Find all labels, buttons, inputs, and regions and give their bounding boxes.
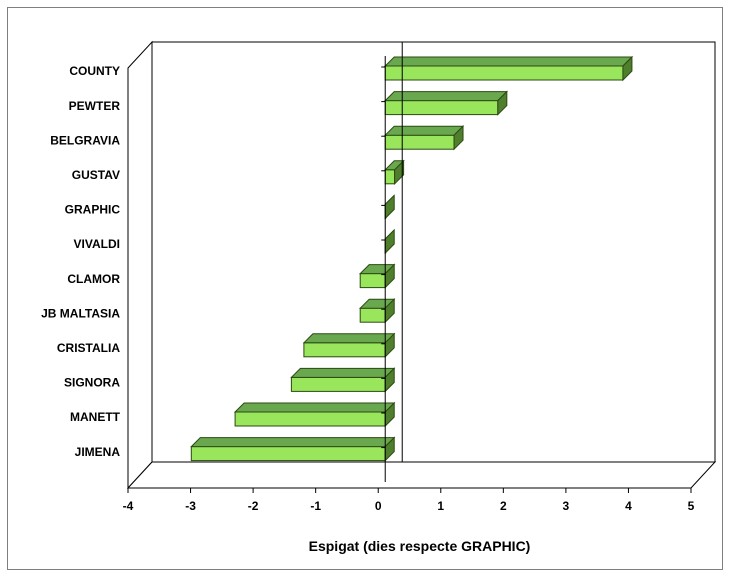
bar xyxy=(381,90,509,116)
bar-side xyxy=(622,55,633,82)
side-wall xyxy=(127,40,153,490)
category-label: MANETT xyxy=(70,410,121,424)
bar-side xyxy=(453,124,464,151)
bar-side xyxy=(497,90,508,116)
x-tick-label: 1 xyxy=(437,499,444,513)
x-axis-title: Espigat (dies respecte GRAPHIC) xyxy=(309,538,531,554)
bar xyxy=(190,436,396,462)
bar-front xyxy=(190,446,386,462)
category-label: CRISTALIA xyxy=(57,341,120,355)
bar xyxy=(358,297,396,324)
x-tick-label: -3 xyxy=(185,499,196,513)
bar-front xyxy=(359,273,386,289)
x-tick-label: 0 xyxy=(375,499,382,513)
bar xyxy=(381,55,634,82)
category-label: PEWTER xyxy=(69,99,121,113)
chart-frame: COUNTY PEWTER BELGRAVIA GUSTAV GRAPHIC VIVALD… xyxy=(7,7,723,570)
category-label: CLAMOR xyxy=(67,272,120,286)
bar-top xyxy=(384,125,465,136)
bar-top xyxy=(384,56,634,67)
bar-front xyxy=(303,342,386,358)
category-label: GUSTAV xyxy=(72,168,120,182)
bar xyxy=(358,263,396,289)
floor xyxy=(126,461,717,489)
bar-front xyxy=(359,307,386,323)
x-tick-label: 4 xyxy=(625,499,632,513)
bar-front xyxy=(234,411,386,427)
x-tick-label: 5 xyxy=(688,499,695,513)
bar xyxy=(302,332,396,359)
bar-front xyxy=(384,134,455,150)
bar-top xyxy=(233,402,396,413)
bar-front xyxy=(384,169,396,185)
category-label: VIVALDI xyxy=(74,237,120,251)
x-tick-label: 2 xyxy=(500,499,507,513)
bar-top xyxy=(384,91,509,102)
category-labels: COUNTY PEWTER BELGRAVIA GUSTAV GRAPHIC VIVALD… xyxy=(41,64,121,459)
bar-top xyxy=(302,333,396,344)
category-label: COUNTY xyxy=(69,64,120,78)
bar-side xyxy=(394,159,405,186)
x-tick-label: -1 xyxy=(310,499,321,513)
category-label: SIGNORA xyxy=(64,376,120,390)
bar-top xyxy=(190,437,396,448)
category-label: GRAPHIC xyxy=(65,203,121,217)
x-tick-label: -4 xyxy=(123,499,134,513)
bar-chart: COUNTY PEWTER BELGRAVIA GUSTAV GRAPHIC VIVALD… xyxy=(41,40,717,554)
category-label: BELGRAVIA xyxy=(50,133,120,147)
x-tick-label: -2 xyxy=(248,499,259,513)
x-axis: -4 -3 -2 -1 0 1 2 3 4 5 xyxy=(123,488,695,513)
bar-front xyxy=(384,65,624,81)
x-tick-label: 3 xyxy=(563,499,570,513)
bar-top xyxy=(290,367,396,378)
category-label: JIMENA xyxy=(75,445,121,459)
bar xyxy=(381,124,465,151)
bar xyxy=(233,401,396,428)
bars xyxy=(190,55,634,462)
bar xyxy=(290,367,396,393)
bar-front xyxy=(290,376,386,392)
chart-walls xyxy=(126,40,717,490)
category-label: JB MALTASIA xyxy=(41,306,120,320)
bar xyxy=(381,159,405,186)
zero-axis-line xyxy=(384,42,403,482)
